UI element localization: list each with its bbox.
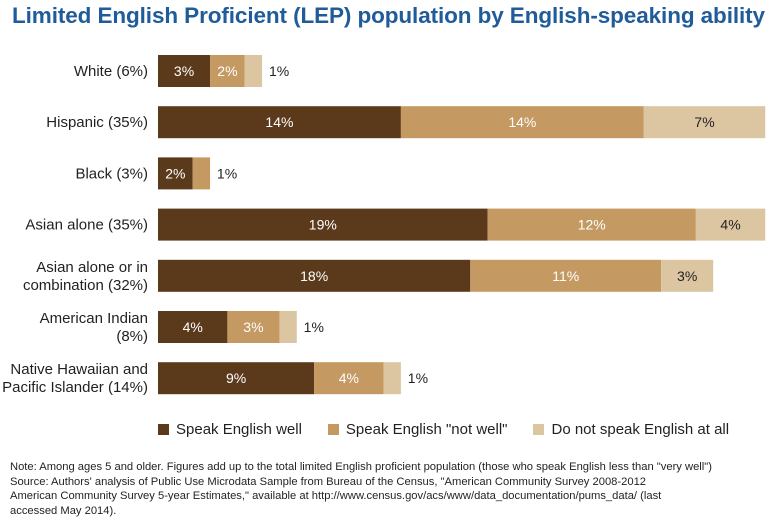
note-line: Note: Among ages 5 and older. Figures ad…	[10, 461, 712, 473]
category-label: American Indian (8%)	[40, 310, 148, 345]
bar-segment-speak-well	[158, 208, 488, 241]
legend-item-not-at-all: Do not speak English at all	[533, 421, 729, 438]
data-label-not-at-all: 1%	[269, 63, 289, 79]
bar-segment-speak-well	[158, 157, 193, 190]
bar-segment-not-well	[192, 157, 211, 190]
bar-segment-not-well	[227, 311, 280, 343]
data-label-speak-well: 2%	[165, 165, 185, 181]
bar-segment-not-well	[470, 259, 662, 292]
data-label-speak-well: 4%	[183, 319, 203, 335]
category-label: Asian alone or in combination (32%)	[23, 259, 148, 294]
note-line: American Community Survey 5-year Estimat…	[10, 490, 662, 503]
category-label: White (6%)	[74, 63, 148, 80]
bar-segment-speak-well	[158, 311, 228, 343]
note-line: Source: Authors' analysis of Public Use …	[10, 475, 647, 488]
legend-swatch-not-well	[327, 424, 339, 435]
category-label: Black (3%)	[75, 165, 148, 182]
data-label-not-at-all: 4%	[720, 217, 740, 233]
category-label: Asian alone (35%)	[25, 217, 148, 234]
data-label-not-at-all: 1%	[304, 319, 324, 335]
legend-label-not-at-all: Do not speak English at all	[551, 421, 730, 438]
data-label-not-well: 2%	[217, 63, 237, 79]
bar-segment-not-well	[400, 106, 644, 139]
data-label-not-well: 12%	[578, 217, 606, 233]
data-label-speak-well: 14%	[265, 114, 293, 130]
data-label-speak-well: 18%	[300, 268, 328, 284]
legend-swatch-not-at-all	[533, 424, 545, 435]
bar-segment-not-at-all	[383, 362, 401, 395]
bar-segment-speak-well	[158, 362, 315, 395]
data-label-speak-well: 3%	[174, 63, 194, 79]
data-label-not-well: 4%	[339, 370, 359, 386]
bar-segment-speak-well	[158, 106, 401, 139]
chart-title: Limited English Proficient (LEP) populat…	[12, 3, 765, 28]
bar-segment-not-well	[487, 208, 696, 241]
data-label-not-well: 3%	[243, 319, 263, 335]
data-label-not-well: 11%	[552, 268, 579, 284]
legend-item-speak-well: Speak English well	[158, 421, 302, 438]
bar-segment-not-at-all	[279, 311, 297, 343]
category-label: Hispanic (35%)	[46, 114, 148, 131]
data-label-not-well: 14%	[508, 114, 536, 130]
bar-segment-not-at-all	[643, 106, 766, 139]
bar-segment-not-well	[314, 362, 384, 395]
data-label-speak-well: 19%	[309, 217, 337, 233]
stacked-bar-chart: White (6%) 3% 2% 1% Hispanic (35%) 14% 14% 7% Bl…	[2, 55, 766, 396]
category-label: Native Hawaiian and Pacific Islander (14%…	[2, 361, 148, 396]
bar-segment-not-at-all	[661, 259, 714, 292]
legend-swatch-speak-well	[158, 424, 169, 435]
bar-segment-speak-well	[158, 259, 471, 292]
data-label-not-at-all: 1%	[217, 165, 237, 181]
data-label-not-at-all: 3%	[677, 268, 697, 284]
data-label-not-at-all: 7%	[694, 114, 714, 130]
legend: Speak English well Speak English "not we…	[158, 421, 755, 438]
data-label-speak-well: 9%	[226, 370, 246, 386]
bar-segment-speak-well	[158, 55, 211, 87]
legend-label-speak-well: Speak English well	[176, 421, 302, 438]
legend-label-not-well: Speak English "not well"	[345, 421, 508, 438]
bar-segment-not-well	[210, 55, 245, 87]
legend-item-not-well: Speak English "not well"	[327, 421, 508, 438]
bar-segment-not-at-all	[244, 55, 263, 87]
bar-segment-not-at-all	[695, 208, 766, 241]
note-line: accessed May 2014).	[10, 504, 117, 517]
data-label-not-at-all: 1%	[408, 370, 428, 386]
source-note: Note: Among ages 5 and older. Figures ad…	[10, 460, 770, 518]
